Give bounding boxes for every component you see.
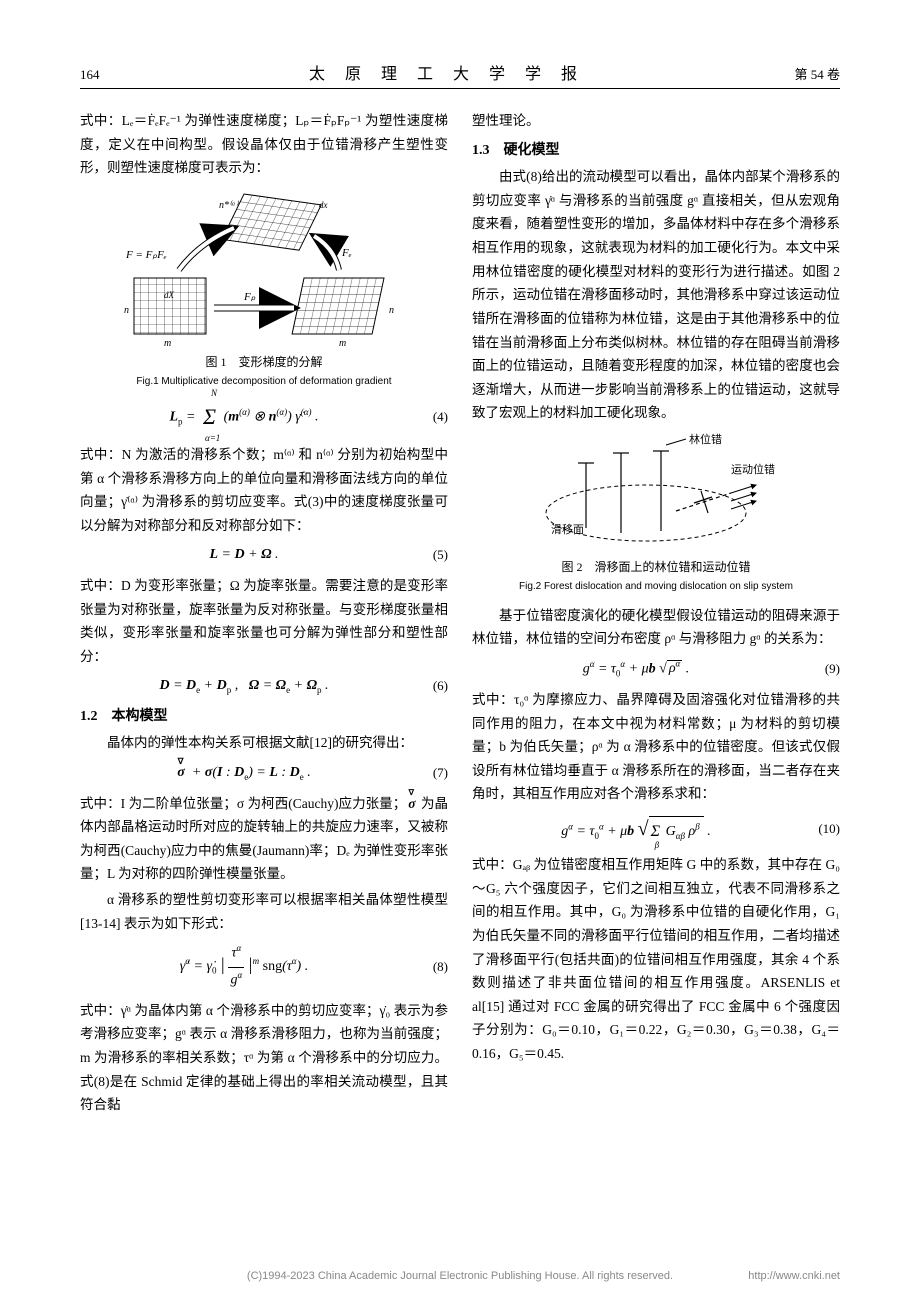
page-header: 164 太 原 理 工 大 学 学 报 第 54 卷 bbox=[80, 60, 840, 89]
page-footer: (C)1994-2023 China Academic Journal Elec… bbox=[0, 1270, 920, 1282]
equation-6: D = De + Dp , Ω = Ωe + Ωp . (6) bbox=[80, 674, 448, 699]
left-p2: 式中：N 为激活的滑移系个数；m⁽ᵅ⁾ 和 n⁽ᵅ⁾ 分别为初始构型中第 α 个… bbox=[80, 443, 448, 538]
left-p3: 式中：D 为变形率张量；Ω 为旋率张量。需要注意的是变形率张量为对称张量，旋率张… bbox=[80, 574, 448, 669]
deformation-gradient-diagram: n m dX n m dx n*⁽ᵅ⁾ m*⁽ᵅ⁾ bbox=[124, 188, 404, 348]
figure-1: n m dX n m dx n*⁽ᵅ⁾ m*⁽ᵅ⁾ bbox=[80, 188, 448, 391]
right-p0: 塑性理论。 bbox=[472, 109, 840, 133]
page-number: 164 bbox=[80, 67, 100, 83]
footer-text: (C)1994-2023 China Academic Journal Elec… bbox=[247, 1270, 673, 1282]
svg-text:Fₚ: Fₚ bbox=[243, 291, 256, 303]
svg-text:m: m bbox=[164, 338, 171, 348]
svg-text:F = FₚFₑ: F = FₚFₑ bbox=[125, 249, 167, 261]
equation-9: gα = τ0α + μb √ρα . (9) bbox=[472, 657, 840, 682]
left-p4: 晶体内的弹性本构关系可根据文献[12]的研究得出： bbox=[80, 731, 448, 755]
equation-8: γ̇α = γ̇0 | τα gα |m sng(τα) . (8) bbox=[80, 941, 448, 992]
svg-text:dx: dx bbox=[319, 200, 328, 210]
equation-7: σ + σ(I : De) = L : De . (7) bbox=[80, 761, 448, 786]
footer-url: http://www.cnki.net bbox=[748, 1270, 840, 1282]
section-1-3: 1.3 硬化模型 bbox=[472, 139, 840, 164]
right-p2: 基于位错密度演化的硬化模型假设位错运动的阻碍来源于林位错，林位错的空间分布密度 … bbox=[472, 604, 840, 651]
equation-5: L = D + Ω . (5) bbox=[80, 543, 448, 568]
svg-text:林位错: 林位错 bbox=[689, 433, 722, 446]
svg-text:运动位错: 运动位错 bbox=[731, 462, 775, 476]
equation-10: gα = τ0α + μb √ Σ β Gαβ ρβ . (10) bbox=[472, 812, 840, 847]
svg-text:dX: dX bbox=[164, 290, 175, 300]
figure-2: 林位错 运动位错 滑移面 图 2 滑移面上的林位错和运动位错 Fig.2 For… bbox=[472, 433, 840, 596]
issue-number: 第 54 卷 bbox=[794, 64, 840, 83]
fig1-caption-cn: 图 1 变形梯度的分解 bbox=[80, 352, 448, 373]
left-p1: 式中：Lₑ＝ḞₑFₑ⁻¹ 为弹性速度梯度；Lₚ＝ḞₚFₚ⁻¹ 为塑性速度梯度，定… bbox=[80, 109, 448, 180]
left-column: 式中：Lₑ＝ḞₑFₑ⁻¹ 为弹性速度梯度；Lₚ＝ḞₚFₚ⁻¹ 为塑性速度梯度，定… bbox=[80, 109, 448, 1119]
slip-plane-diagram: 林位错 运动位错 滑移面 bbox=[526, 433, 786, 553]
fig2-caption-en: Fig.2 Forest dislocation and moving disl… bbox=[472, 578, 840, 596]
left-p6: α 滑移系的塑性剪切变形率可以根据率相关晶体塑性模型[13-14] 表示为如下形… bbox=[80, 888, 448, 935]
right-p3: 式中：τ₀ᵅ 为摩擦应力、晶界障碍及固溶强化对位错滑移的共同作用的阻力，在本文中… bbox=[472, 688, 840, 806]
svg-text:Fₑ: Fₑ bbox=[341, 247, 352, 259]
left-p7: 式中：γ̇ᵅ 为晶体内第 α 个滑移系中的剪切应变率；γ̇₀ 表示为参考滑移应变… bbox=[80, 999, 448, 1117]
svg-text:n: n bbox=[389, 305, 394, 316]
right-column: 塑性理论。 1.3 硬化模型 由式(8)给出的流动模型可以看出，晶体内部某个滑移… bbox=[472, 109, 840, 1119]
svg-text:n*⁽ᵅ⁾: n*⁽ᵅ⁾ bbox=[219, 200, 239, 211]
content-columns: 式中：Lₑ＝ḞₑFₑ⁻¹ 为弹性速度梯度；Lₚ＝ḞₚFₚ⁻¹ 为塑性速度梯度，定… bbox=[80, 109, 840, 1119]
svg-text:m: m bbox=[339, 338, 346, 348]
fig1-caption-en: Fig.1 Multiplicative decomposition of de… bbox=[80, 373, 448, 391]
svg-text:n: n bbox=[124, 305, 129, 316]
right-p1: 由式(8)给出的流动模型可以看出，晶体内部某个滑移系的剪切应变率 γ̇ᵅ 与滑移… bbox=[472, 165, 840, 425]
left-p5: 式中：I 为二阶单位张量；σ 为柯西(Cauchy)应力张量；σ 为晶体内部晶格… bbox=[80, 792, 448, 887]
right-p4: 式中：Gₐᵦ 为位错密度相互作用矩阵 G 中的系数，其中存在 G₀～G₅ 六个强… bbox=[472, 853, 840, 1066]
equation-4: Lp = N Σ α=1 (m(α) ⊗ n(α)) γ̇(α) . (4) bbox=[80, 398, 448, 437]
journal-title: 太 原 理 工 大 学 学 报 bbox=[309, 60, 585, 84]
section-1-2: 1.2 本构模型 bbox=[80, 705, 448, 730]
svg-text:滑移面: 滑移面 bbox=[551, 523, 584, 536]
fig2-caption-cn: 图 2 滑移面上的林位错和运动位错 bbox=[472, 557, 840, 578]
